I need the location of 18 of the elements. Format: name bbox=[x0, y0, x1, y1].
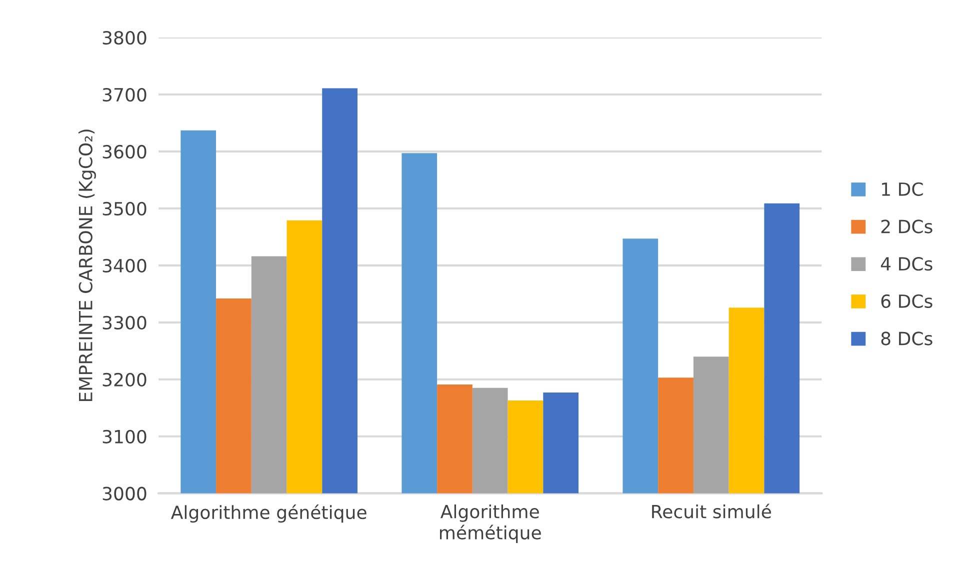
x-tick-label: Recuit simulé bbox=[652, 504, 771, 518]
x-tick-label: Algorithme génétique bbox=[170, 504, 366, 523]
y-tick-label: 3800 bbox=[102, 30, 146, 45]
y-axis-title: EMPREINTE CARBONE (KgCO₂) bbox=[78, 130, 96, 402]
y-tick-label: 3400 bbox=[102, 258, 146, 273]
y-tick-label: 3300 bbox=[102, 316, 146, 330]
y-tick-label: 3700 bbox=[102, 88, 146, 102]
y-tick-label: 3100 bbox=[102, 430, 146, 444]
y-tick-label: 3000 bbox=[102, 486, 146, 500]
legend-label: 4 DCs bbox=[880, 257, 932, 271]
y-tick-label: 3200 bbox=[102, 372, 146, 386]
legend-label: 8 DCs bbox=[881, 332, 932, 346]
y-tick-label: 3600 bbox=[102, 144, 146, 159]
legend-label: 2 DCs bbox=[881, 220, 932, 234]
legend-label: 1 DC bbox=[882, 182, 923, 196]
x-tick-label: Algorithme mémétique bbox=[440, 504, 541, 544]
y-tick-label: 3500 bbox=[102, 202, 146, 216]
legend-label: 6 DCs bbox=[881, 294, 932, 308]
